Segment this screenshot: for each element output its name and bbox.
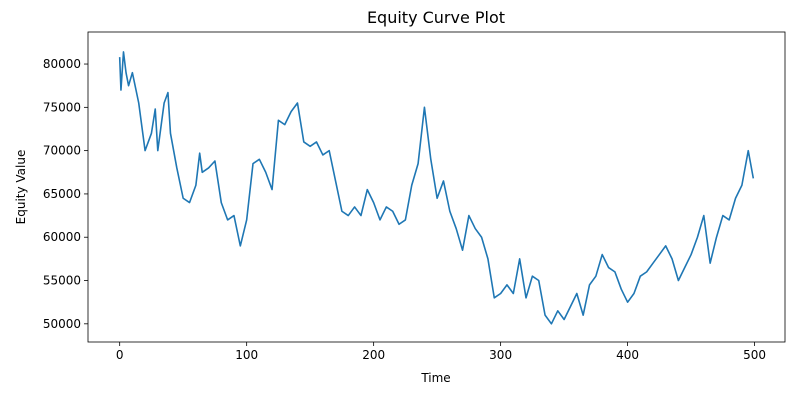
x-axis-label: Time — [420, 371, 450, 385]
x-tick-label: 200 — [362, 348, 385, 362]
x-tick-label: 400 — [616, 348, 639, 362]
x-tick-label: 0 — [116, 348, 124, 362]
chart-title: Equity Curve Plot — [367, 8, 505, 27]
y-tick-label: 50000 — [43, 317, 81, 331]
y-tick-label: 65000 — [43, 187, 81, 201]
y-tick-label: 80000 — [43, 57, 81, 71]
x-tick-label: 500 — [743, 348, 766, 362]
x-tick-label: 300 — [489, 348, 512, 362]
y-tick-label: 60000 — [43, 230, 81, 244]
line-series — [118, 51, 755, 325]
y-axis-label: Equity Value — [14, 150, 28, 225]
plot-frame — [87, 31, 786, 343]
y-tick-label: 70000 — [43, 144, 81, 158]
y-tick-label: 55000 — [43, 274, 81, 288]
x-tick-label: 100 — [235, 348, 258, 362]
y-tick-label: 75000 — [43, 100, 81, 114]
